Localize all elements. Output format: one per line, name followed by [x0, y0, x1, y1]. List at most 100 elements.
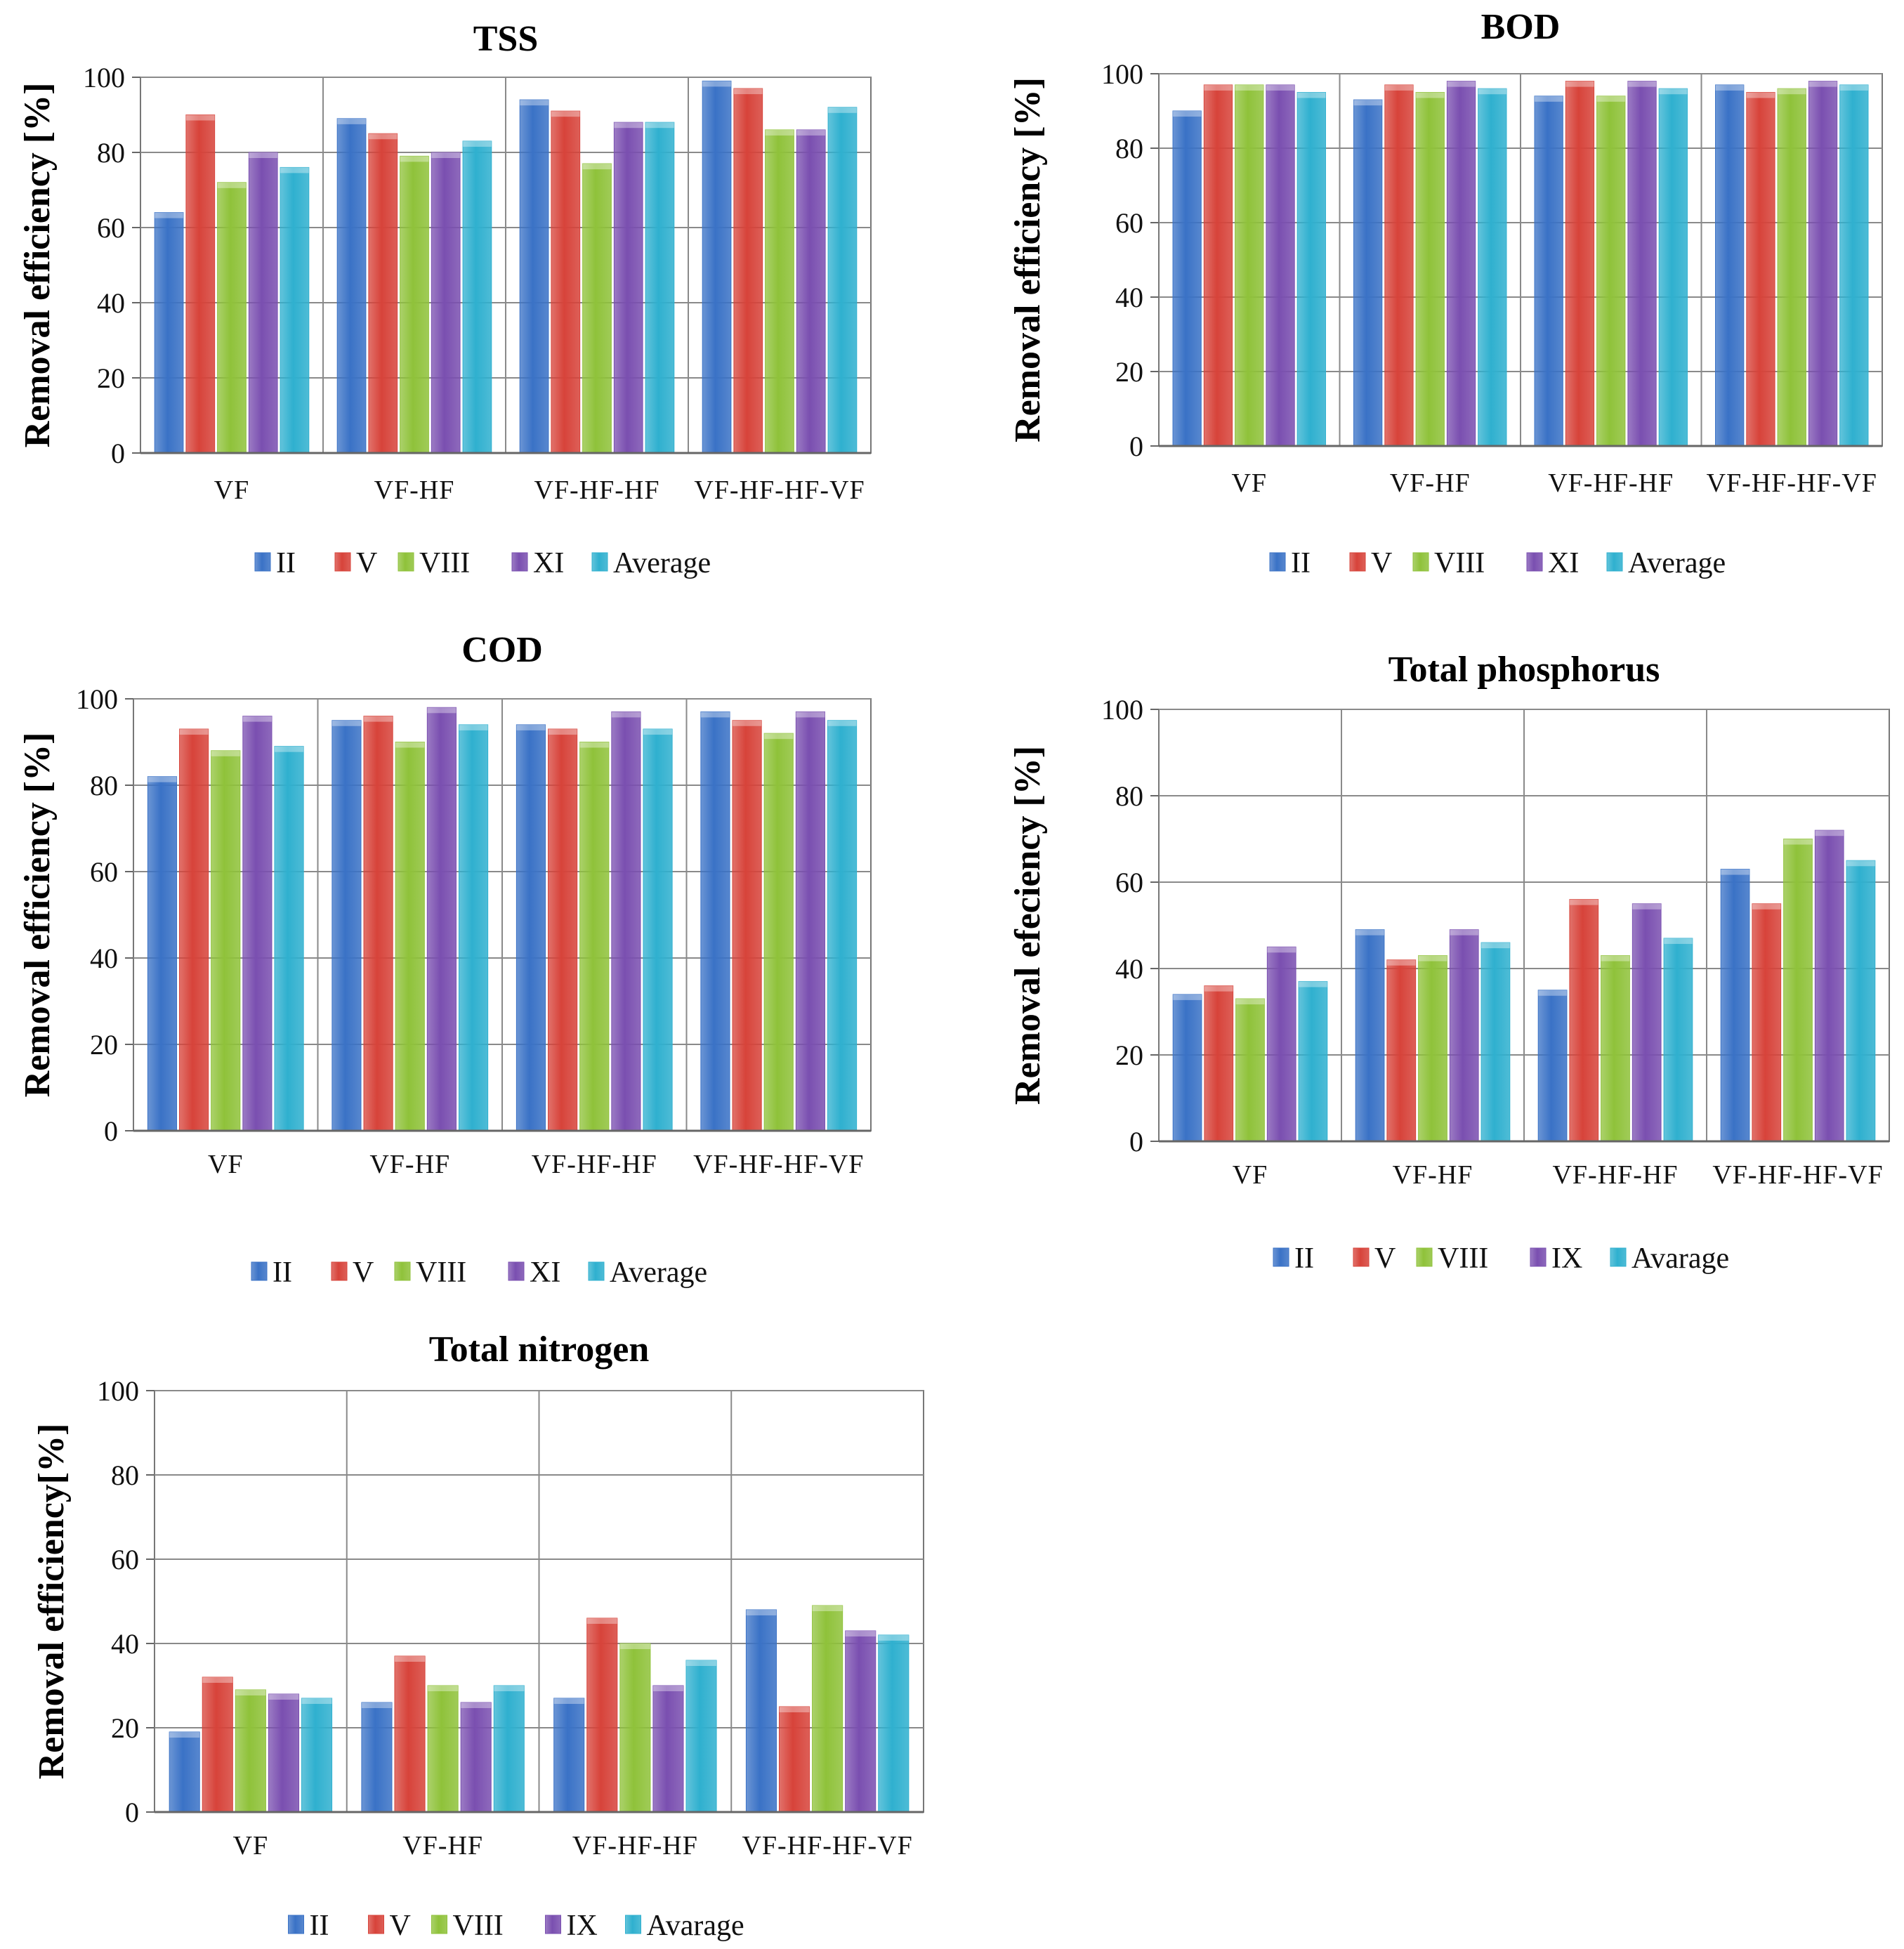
- bar-highlight: [652, 1686, 684, 1691]
- bar: [1384, 84, 1414, 447]
- legend-label: VIII: [453, 1910, 504, 1942]
- bar: [493, 1685, 525, 1813]
- bar: [812, 1605, 843, 1813]
- y-tick-label: 40: [111, 1628, 139, 1660]
- bar-highlight: [1235, 999, 1265, 1005]
- bar-highlight: [147, 776, 177, 782]
- y-axis-label: Removal efficiency [%]: [18, 83, 58, 448]
- y-tick-label: 80: [111, 1459, 139, 1491]
- bar: [1537, 990, 1568, 1142]
- bar: [732, 720, 762, 1131]
- bar: [878, 1634, 910, 1813]
- bar: [1746, 92, 1775, 447]
- bar-highlight: [1783, 839, 1813, 845]
- bar: [1204, 985, 1234, 1142]
- bar-highlight: [1538, 990, 1567, 996]
- bar-highlight: [1355, 929, 1384, 936]
- bar-highlight: [643, 729, 673, 735]
- bar: [1715, 84, 1745, 447]
- bar-highlight: [364, 716, 393, 722]
- bar: [1565, 81, 1595, 447]
- chart-title: BOD: [1481, 7, 1561, 47]
- legend-swatch: [625, 1915, 641, 1934]
- legend-swatch: [1530, 1247, 1547, 1267]
- bar: [211, 750, 241, 1131]
- bar: [431, 152, 461, 454]
- legend-swatch: [1526, 552, 1543, 572]
- bar: [1235, 998, 1265, 1142]
- bar-highlight: [520, 100, 549, 106]
- legend-swatch: [254, 552, 271, 572]
- x-tick-label: VF-HF: [1393, 1160, 1473, 1190]
- bar: [613, 122, 643, 454]
- legend-swatch: [1353, 1247, 1370, 1267]
- bar: [586, 1617, 618, 1813]
- bar: [582, 163, 612, 454]
- bar: [368, 133, 398, 454]
- bar-highlight: [1267, 947, 1296, 953]
- bar: [1777, 88, 1806, 447]
- bar-highlight: [428, 1686, 459, 1691]
- bar-highlight: [1846, 860, 1875, 867]
- x-tick-label: VF-HF-HF-VF: [742, 1831, 912, 1861]
- bar: [274, 746, 304, 1131]
- y-axis-label: Removal efficiency[%]: [32, 1424, 72, 1780]
- bar-highlight: [1478, 88, 1506, 95]
- bar-highlight: [1386, 959, 1416, 966]
- bar: [1353, 99, 1383, 447]
- bar: [551, 110, 581, 454]
- bar: [1172, 110, 1202, 447]
- legend-swatch: [591, 552, 608, 572]
- bar: [1596, 96, 1626, 447]
- bar: [154, 212, 184, 454]
- bar-highlight: [1601, 955, 1630, 962]
- legend-label: VIII: [419, 547, 470, 579]
- bar-highlight: [268, 1694, 299, 1700]
- bar-highlight: [733, 720, 762, 726]
- bar-highlight: [494, 1686, 525, 1691]
- bar: [1203, 84, 1233, 447]
- bar-highlight: [845, 1631, 876, 1636]
- legend-swatch: [508, 1261, 525, 1281]
- bar: [217, 182, 247, 454]
- bar-highlight: [242, 716, 272, 722]
- bar-highlight: [1569, 899, 1598, 905]
- y-tick-label: 100: [1101, 694, 1143, 726]
- bar: [169, 1731, 200, 1813]
- bar: [1296, 92, 1326, 447]
- legend-label: II: [273, 1256, 292, 1289]
- legend-label: Average: [1628, 547, 1726, 579]
- bar-highlight: [702, 81, 731, 87]
- x-tick-label: VF: [233, 1831, 269, 1861]
- legend-label: VIII: [1438, 1242, 1488, 1275]
- total-nitrogen-chart: Total nitrogen Removal efficiency[%] 0 20 40…: [28, 1313, 941, 1945]
- y-tick-label: 60: [90, 856, 118, 888]
- x-tick-label: VF-HF-HF-VF: [693, 1150, 864, 1179]
- bar: [462, 140, 492, 454]
- bar-highlight: [645, 122, 674, 129]
- legend-swatch: [1412, 552, 1429, 572]
- bar-highlight: [1173, 111, 1202, 117]
- x-tick-label: VF-HF-HF: [572, 1831, 698, 1861]
- legend-label: II: [1291, 547, 1311, 579]
- bar-highlight: [1596, 96, 1625, 102]
- y-tick-label: 0: [1129, 1126, 1143, 1157]
- bar: [619, 1643, 651, 1813]
- bar: [1534, 96, 1563, 447]
- bar: [1846, 860, 1876, 1142]
- bar-highlight: [185, 114, 215, 121]
- chart-title: Total phosphorus: [1388, 650, 1660, 690]
- bar-highlight: [394, 1656, 426, 1662]
- legend-swatch: [251, 1261, 268, 1281]
- legend: II V VIII XI Average: [1269, 547, 1726, 579]
- legend: II V VIII IX Avarage: [1273, 1242, 1729, 1275]
- chart-svg: Total nitrogen Removal efficiency[%] 0 20 40…: [32, 1330, 924, 1942]
- bar-highlight: [463, 140, 492, 147]
- bar: [460, 1702, 492, 1813]
- x-tick-label: VF: [208, 1150, 244, 1179]
- bar-highlight: [586, 1618, 617, 1624]
- bar-highlight: [368, 133, 398, 140]
- bar: [1663, 938, 1693, 1142]
- bar: [1783, 839, 1813, 1142]
- bar-highlight: [280, 167, 309, 173]
